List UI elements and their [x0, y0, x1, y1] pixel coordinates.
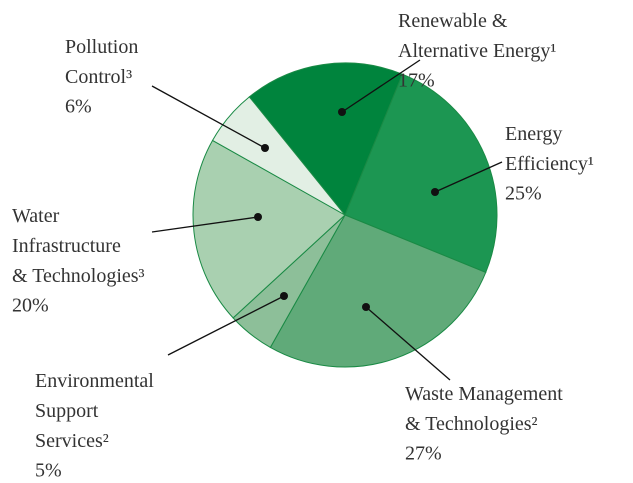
leader-dot: [431, 188, 439, 196]
leader-dot: [254, 213, 262, 221]
pie-slice: [211, 96, 346, 216]
pie-slice: [248, 62, 404, 216]
slice-label: Pollution Control³: [65, 36, 138, 88]
value-label: 17%: [398, 70, 435, 92]
slice-label: Environmental Support Services²: [35, 370, 154, 452]
value-label: 27%: [405, 443, 442, 465]
leader-line: [365, 306, 451, 381]
leader-line: [167, 295, 285, 356]
leader-dot: [261, 144, 269, 152]
leader-dot: [280, 292, 288, 300]
leader-line: [151, 85, 266, 149]
pie-slice: [192, 139, 346, 319]
pie-slice: [269, 214, 487, 368]
slice-label: Energy Efficiency¹: [505, 123, 594, 175]
value-label: 20%: [12, 295, 49, 317]
leader-dot: [338, 108, 346, 116]
leader-dot: [362, 303, 370, 311]
slice-label: Water Infrastructure & Technologies³: [12, 205, 145, 287]
value-label: 6%: [65, 96, 92, 118]
pie-slice: [344, 73, 498, 274]
value-label: 5%: [35, 460, 62, 482]
leader-line: [341, 59, 421, 113]
slice-label: Waste Management & Technologies²: [405, 383, 563, 435]
slice-label: Renewable & Alternative Energy¹: [398, 10, 556, 62]
leader-line: [434, 161, 503, 193]
leader-line: [151, 216, 259, 233]
value-label: 25%: [505, 183, 542, 205]
